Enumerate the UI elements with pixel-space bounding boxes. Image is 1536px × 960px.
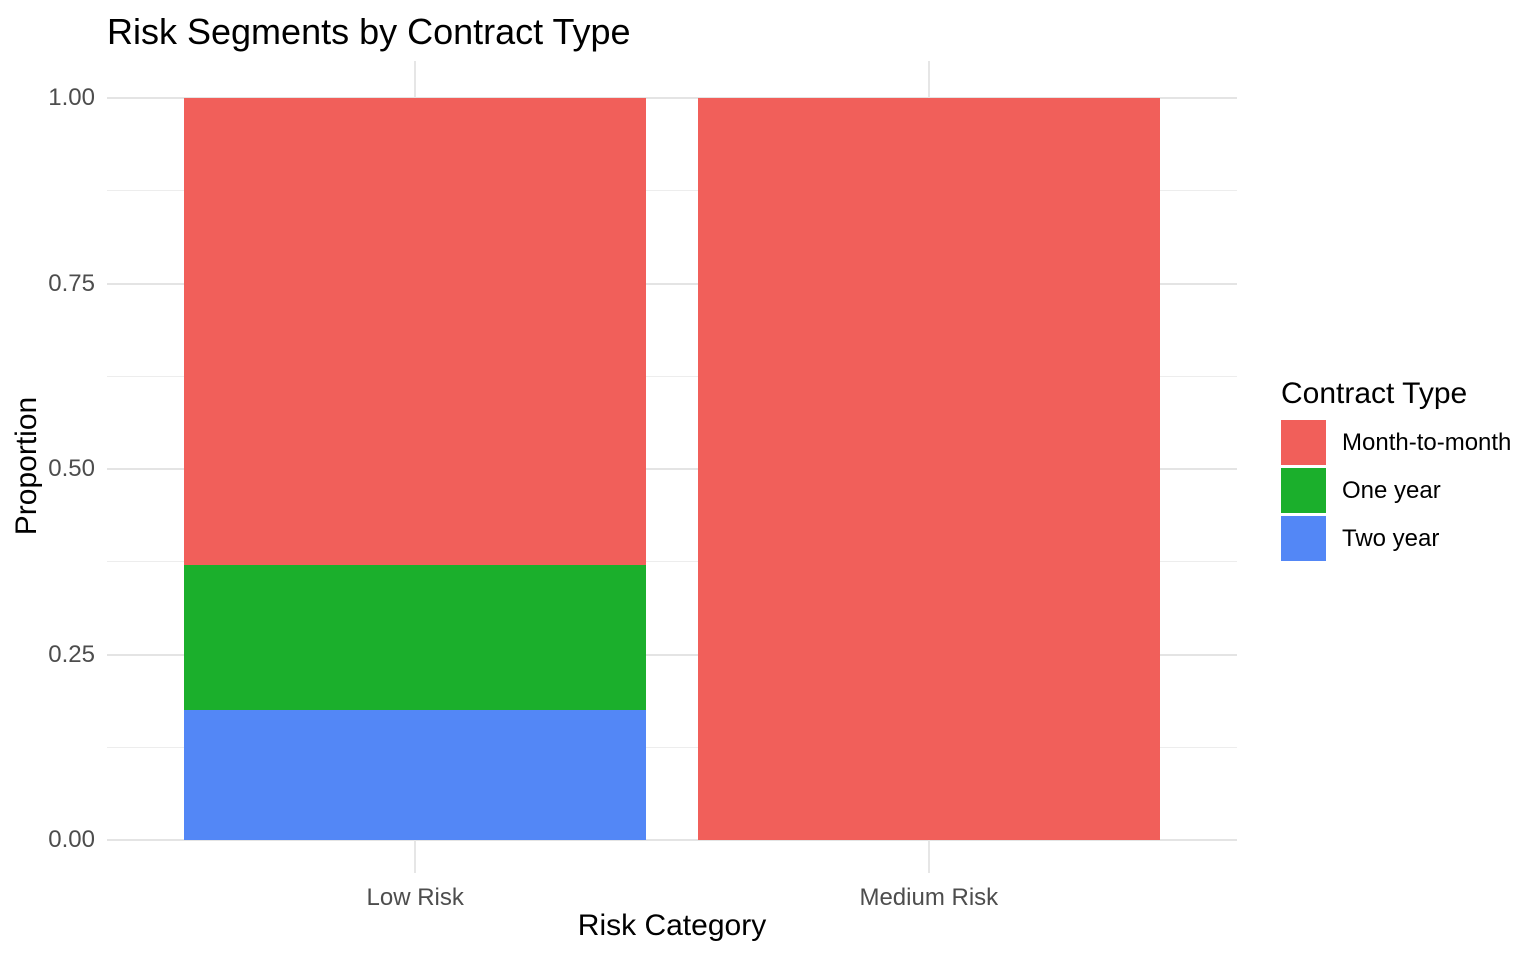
y-tick-label: 0.25 (48, 640, 95, 668)
legend-key-swatch (1281, 516, 1326, 561)
gridline-minor (107, 375, 1237, 377)
bar-segment-month-to-month (697, 98, 1160, 840)
gridline-major (107, 839, 1237, 841)
gridline-minor (107, 561, 1237, 563)
gridline-major (107, 282, 1237, 285)
legend-label: One year (1342, 476, 1441, 504)
x-tick-label: Medium Risk (859, 884, 999, 911)
gridline-major (107, 97, 1237, 99)
plot-panel (107, 61, 1237, 873)
legend-key-swatch (1281, 420, 1326, 465)
legend-key-swatch (1281, 468, 1326, 513)
bar-segment-two-year (184, 710, 647, 840)
legend-label: Month-to-month (1342, 428, 1512, 456)
gridline-minor (107, 746, 1237, 748)
legend-item: Month-to-month (1281, 420, 1511, 465)
legend-title: Contract Type (1281, 377, 1468, 410)
y-tick-label: 0.00 (48, 826, 95, 853)
chart-title: Risk Segments by Contract Type (107, 11, 631, 52)
legend-item: One year (1281, 468, 1511, 513)
legend-items: Month-to-month One year Two year (1281, 420, 1511, 561)
y-axis-title: Proportion (10, 396, 43, 536)
y-tick-label: 1.00 (48, 84, 95, 111)
legend-item: Two year (1281, 516, 1511, 561)
x-axis-title: Risk Category (577, 909, 767, 942)
x-tick-label: Low Risk (366, 884, 464, 911)
gridline-major (107, 653, 1237, 656)
bar-segment-one-year (184, 565, 647, 711)
legend: Contract Type Month-to-month One year Two … (1281, 376, 1511, 564)
gridline-major (107, 468, 1237, 470)
y-tick-label: 0.50 (48, 455, 95, 482)
legend-label: Two year (1342, 524, 1440, 552)
y-tick-label: 0.75 (48, 269, 95, 297)
bar-segment-month-to-month (184, 98, 647, 566)
gridline-minor (107, 190, 1237, 192)
